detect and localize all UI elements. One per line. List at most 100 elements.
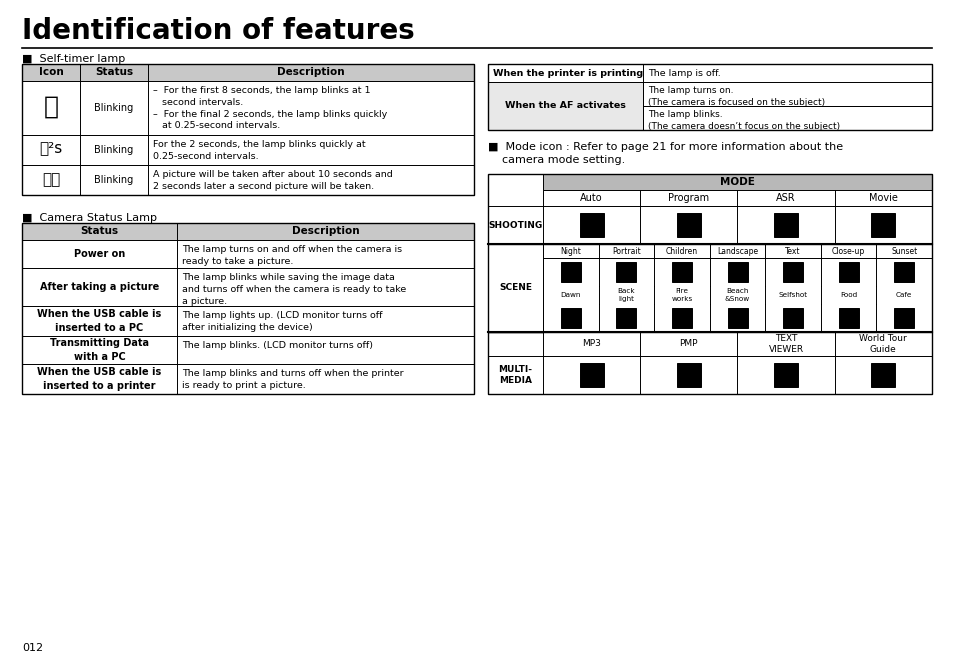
Bar bbox=[870, 213, 895, 237]
Text: Night: Night bbox=[559, 247, 580, 255]
Bar bbox=[488, 244, 931, 332]
Text: PMP: PMP bbox=[679, 340, 698, 348]
Bar bbox=[560, 308, 580, 328]
Bar bbox=[616, 308, 636, 328]
Bar bbox=[488, 356, 931, 394]
Bar bbox=[727, 308, 747, 328]
Text: Status: Status bbox=[80, 226, 118, 236]
Bar bbox=[782, 262, 802, 282]
Text: Beach
&Snow: Beach &Snow bbox=[724, 288, 749, 302]
Bar bbox=[542, 190, 931, 206]
Text: The lamp is off.: The lamp is off. bbox=[647, 68, 720, 78]
Text: Selfshot: Selfshot bbox=[778, 292, 807, 298]
Text: MULTI-
MEDIA: MULTI- MEDIA bbox=[498, 364, 532, 386]
Text: The lamp turns on.
(The camera is focused on the subject): The lamp turns on. (The camera is focuse… bbox=[647, 86, 824, 107]
Bar bbox=[22, 240, 474, 268]
Text: Icon: Icon bbox=[38, 67, 63, 77]
Text: Description: Description bbox=[292, 226, 359, 236]
Text: The lamp blinks. (LCD monitor turns off): The lamp blinks. (LCD monitor turns off) bbox=[182, 341, 373, 350]
Bar bbox=[22, 64, 474, 81]
Bar bbox=[22, 306, 474, 336]
Bar bbox=[488, 82, 931, 130]
Bar bbox=[870, 363, 895, 387]
Bar bbox=[488, 258, 931, 286]
Bar bbox=[838, 262, 858, 282]
Text: Landscape: Landscape bbox=[717, 247, 758, 255]
Text: Fire
works: Fire works bbox=[671, 288, 692, 302]
Text: Children: Children bbox=[665, 247, 698, 255]
Bar bbox=[773, 363, 798, 387]
Bar bbox=[542, 332, 931, 356]
Bar bbox=[671, 308, 691, 328]
Text: Cafe: Cafe bbox=[895, 292, 911, 298]
Text: When the AF activates: When the AF activates bbox=[504, 102, 625, 110]
Text: Transmitting Data
with a PC: Transmitting Data with a PC bbox=[50, 338, 149, 362]
Text: The lamp lights up. (LCD monitor turns off
after initializing the device): The lamp lights up. (LCD monitor turns o… bbox=[182, 311, 382, 332]
Text: SCENE: SCENE bbox=[498, 283, 532, 293]
Text: Food: Food bbox=[840, 292, 857, 298]
Text: The lamp blinks.
(The camera doesn’t focus on the subject): The lamp blinks. (The camera doesn’t foc… bbox=[647, 110, 840, 131]
Bar bbox=[488, 174, 931, 244]
Bar bbox=[488, 332, 931, 394]
Text: ■  Camera Status Lamp: ■ Camera Status Lamp bbox=[22, 213, 157, 223]
Text: The lamp turns on and off when the camera is
ready to take a picture.: The lamp turns on and off when the camer… bbox=[182, 245, 402, 266]
Bar bbox=[488, 64, 931, 82]
Bar bbox=[542, 286, 931, 304]
Bar bbox=[727, 262, 747, 282]
Bar bbox=[642, 106, 931, 130]
Bar bbox=[677, 213, 700, 237]
Text: SHOOTING: SHOOTING bbox=[488, 221, 542, 229]
Text: Identification of features: Identification of features bbox=[22, 17, 415, 45]
Bar bbox=[616, 262, 636, 282]
Bar bbox=[22, 223, 474, 394]
Bar bbox=[22, 336, 474, 364]
Bar bbox=[893, 308, 913, 328]
Text: Dawn: Dawn bbox=[560, 292, 580, 298]
Text: Sunset: Sunset bbox=[890, 247, 917, 255]
Text: Portrait: Portrait bbox=[611, 247, 640, 255]
Text: For the 2 seconds, the lamp blinks quickly at
0.25-second intervals.: For the 2 seconds, the lamp blinks quick… bbox=[152, 140, 365, 161]
Text: Blinking: Blinking bbox=[94, 145, 133, 155]
Text: MP3: MP3 bbox=[581, 340, 600, 348]
Text: Auto: Auto bbox=[579, 193, 602, 203]
Bar bbox=[579, 213, 603, 237]
Bar bbox=[542, 174, 931, 190]
Text: Program: Program bbox=[668, 193, 709, 203]
Bar bbox=[22, 223, 474, 240]
Text: The lamp blinks and turns off when the printer
is ready to print a picture.: The lamp blinks and turns off when the p… bbox=[182, 369, 403, 390]
Bar bbox=[22, 364, 474, 394]
Text: Description: Description bbox=[277, 67, 344, 77]
Bar bbox=[488, 64, 931, 130]
Bar bbox=[22, 165, 474, 195]
Text: The lamp blinks while saving the image data
and turns off when the camera is rea: The lamp blinks while saving the image d… bbox=[182, 273, 406, 306]
Bar bbox=[642, 82, 931, 106]
Text: ⌛: ⌛ bbox=[44, 95, 58, 119]
Text: When the USB cable is
inserted to a printer: When the USB cable is inserted to a prin… bbox=[37, 367, 161, 390]
Bar bbox=[579, 363, 603, 387]
Text: Status: Status bbox=[95, 67, 132, 77]
Text: Power on: Power on bbox=[73, 249, 125, 259]
Bar bbox=[671, 262, 691, 282]
Bar bbox=[773, 213, 798, 237]
Text: TEXT
VIEWER: TEXT VIEWER bbox=[768, 334, 802, 354]
Text: –  For the first 8 seconds, the lamp blinks at 1
   second intervals.
–  For the: – For the first 8 seconds, the lamp blin… bbox=[152, 86, 387, 130]
Bar bbox=[488, 206, 931, 244]
Text: ⌛²s: ⌛²s bbox=[39, 140, 63, 155]
Bar bbox=[677, 363, 700, 387]
Text: Blinking: Blinking bbox=[94, 103, 133, 113]
Text: Text: Text bbox=[784, 247, 800, 255]
Text: ■  Mode icon : Refer to page 21 for more information about the
    camera mode s: ■ Mode icon : Refer to page 21 for more … bbox=[488, 142, 842, 165]
Bar bbox=[22, 64, 474, 195]
Text: ASR: ASR bbox=[776, 193, 795, 203]
Text: Close-up: Close-up bbox=[831, 247, 864, 255]
Text: Back
light: Back light bbox=[617, 288, 635, 302]
Bar bbox=[488, 286, 931, 332]
Bar bbox=[542, 244, 931, 258]
Text: When the USB cable is
inserted to a PC: When the USB cable is inserted to a PC bbox=[37, 309, 161, 332]
Bar bbox=[893, 262, 913, 282]
Bar bbox=[782, 308, 802, 328]
Bar bbox=[22, 81, 474, 135]
Text: MODE: MODE bbox=[720, 177, 754, 187]
Text: Movie: Movie bbox=[868, 193, 897, 203]
Bar bbox=[22, 268, 474, 306]
